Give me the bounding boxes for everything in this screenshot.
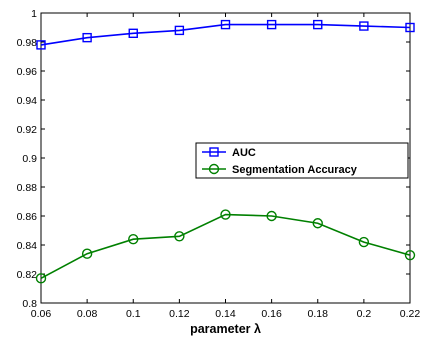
series-layer [35, 19, 416, 284]
y-tick-label: 0.9 [22, 153, 37, 165]
data-point [313, 19, 323, 30]
y-tick-label: 0.88 [17, 182, 38, 194]
data-point [128, 28, 138, 38]
x-axis: 0.06 0.08 0.1 0.12 0.14 0.16 0.18 0.2 0.22 [31, 13, 421, 320]
legend-marker [208, 163, 220, 175]
series-segmentation-accuracy [35, 209, 416, 284]
data-point [312, 218, 323, 229]
data-point [128, 233, 139, 245]
y-axis: 0.8 0.82 0.84 0.86 0.88 0.9 0.92 0.94 0.96 0.98 1 [17, 8, 410, 310]
data-point [405, 22, 415, 33]
series-line [40, 23, 411, 46]
legend-marker [209, 147, 219, 157]
y-tick-label: 0.8 [22, 298, 37, 310]
x-tick-label: 0.16 [261, 308, 282, 320]
data-point [266, 210, 277, 222]
x-tick-label: 0.18 [308, 308, 329, 320]
series-auc [36, 19, 415, 50]
y-tick-label: 0.94 [17, 95, 38, 107]
x-tick-label: 0.14 [215, 308, 236, 320]
legend-label: Segmentation Accuracy [232, 164, 358, 176]
data-point [82, 32, 92, 43]
data-point [174, 25, 185, 36]
y-tick-label: 1 [31, 8, 37, 20]
data-point [81, 248, 93, 259]
data-point [404, 249, 416, 261]
x-tick-label: 0.2 [357, 308, 372, 320]
y-tick-label: 0.82 [17, 269, 38, 281]
series-line [40, 213, 411, 280]
legend-box [195, 142, 409, 179]
data-point [359, 21, 369, 31]
x-tick-label: 0.08 [77, 308, 98, 320]
data-point [35, 273, 47, 284]
data-point [358, 236, 370, 248]
data-point [220, 209, 231, 220]
y-tick-label: 0.92 [17, 124, 38, 136]
data-point [220, 19, 231, 30]
x-tick-label: 0.12 [169, 308, 190, 320]
legend-item: Segmentation Accuracy [202, 163, 358, 176]
legend-label: AUC [232, 147, 256, 159]
legend: AUC Segmentation Accuracy [195, 142, 409, 179]
x-tick-label: 0.22 [400, 308, 421, 320]
y-tick-label: 0.84 [17, 240, 38, 252]
y-tick-label: 0.86 [17, 211, 38, 223]
data-point [36, 40, 46, 50]
x-axis-title: parameter λ [190, 322, 261, 336]
legend-item: AUC [202, 147, 256, 159]
y-tick-label: 0.96 [17, 66, 38, 78]
x-tick-label: 0.06 [31, 308, 52, 320]
data-point [266, 19, 277, 30]
y-tick-label: 0.98 [17, 37, 38, 49]
x-tick-label: 0.1 [126, 308, 141, 320]
data-point [174, 231, 185, 242]
